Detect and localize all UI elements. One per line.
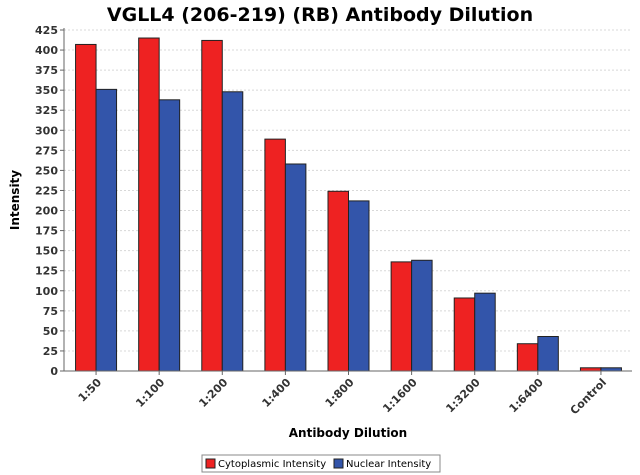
x-tick-label: 1:50 <box>76 376 105 405</box>
y-tick-label: 225 <box>35 184 58 197</box>
legend-swatch-cytoplasmic <box>205 458 216 469</box>
y-tick-label: 250 <box>35 164 58 177</box>
bar-cytoplasmic-4 <box>327 190 349 372</box>
bar-cytoplasmic-7 <box>516 343 539 372</box>
x-tick-label: 1:1600 <box>380 376 420 416</box>
x-axis-label: Antibody Dilution <box>289 426 407 440</box>
legend-box <box>201 454 441 473</box>
y-tick-label: 0 <box>50 365 58 378</box>
legend-swatch-nuclear <box>333 458 344 469</box>
bar-cytoplasmic-6 <box>453 297 476 372</box>
x-tick-label: 1:6400 <box>507 376 547 416</box>
y-tick-label: 300 <box>35 124 58 137</box>
axes <box>60 28 632 375</box>
bar-nuclear-2 <box>221 91 244 372</box>
bar-nuclear-5 <box>411 259 433 372</box>
bar-cytoplasmic-1 <box>138 37 160 372</box>
bars <box>75 37 622 372</box>
x-tick-label: 1:800 <box>323 376 357 410</box>
y-tick-label: 275 <box>35 144 58 157</box>
y-tick-label: 400 <box>35 44 58 57</box>
legend-label-nuclear: Nuclear Intensity <box>346 459 431 470</box>
bar-nuclear-3 <box>284 163 307 372</box>
y-tick-label: 350 <box>35 84 58 97</box>
y-tick-label: 325 <box>35 104 58 117</box>
bar-nuclear-7 <box>537 335 559 372</box>
x-tick-labels: 1:50 1:100 1:200 1:400 1:800 1:1600 1:3200 1:64… <box>76 376 609 418</box>
y-tick-label: 25 <box>43 345 58 358</box>
bar-cytoplasmic-5 <box>390 261 413 372</box>
y-tick-label: 200 <box>35 205 58 218</box>
bar-cytoplasmic-0 <box>75 43 97 372</box>
bar-cytoplasmic-2 <box>201 39 223 372</box>
y-tick-label: 50 <box>43 325 59 338</box>
y-tick-label: 125 <box>35 265 58 278</box>
bar-nuclear-1 <box>158 99 181 372</box>
bar-cytoplasmic-3 <box>264 138 286 372</box>
y-tick-label: 175 <box>35 225 58 238</box>
y-tick-labels: 0 25 50 75 100 125 150 175 200 225 250 275 300 325 350… <box>35 24 58 378</box>
legend-label-cytoplasmic: Cytoplasmic Intensity <box>218 459 326 470</box>
y-tick-label: 375 <box>35 64 58 77</box>
x-tick-label: 1:3200 <box>443 376 483 416</box>
y-tick-label: 425 <box>35 24 58 37</box>
y-tick-label: 100 <box>35 285 58 298</box>
bar-nuclear-4 <box>348 200 370 372</box>
y-axis-label: Intensity <box>8 170 22 230</box>
x-tick-label: 1:400 <box>260 376 294 410</box>
x-tick-label: 1:100 <box>133 376 167 410</box>
chart-title: VGLL4 (206-219) (RB) Antibody Dilution <box>107 4 533 26</box>
legend: Cytoplasmic Intensity Nuclear Intensity <box>201 454 441 473</box>
bar-nuclear-6 <box>474 292 496 372</box>
y-tick-label: 150 <box>35 245 58 258</box>
y-tick-label: 75 <box>43 305 58 318</box>
bar-nuclear-0 <box>95 88 118 372</box>
x-tick-label: 1:200 <box>196 376 230 410</box>
x-tick-label: Control <box>568 376 609 417</box>
